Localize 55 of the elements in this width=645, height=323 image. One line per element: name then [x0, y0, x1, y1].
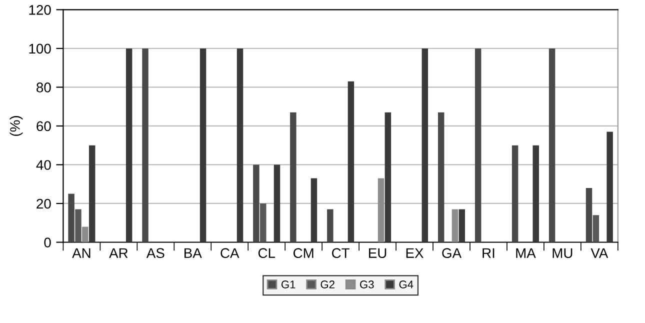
bar: [512, 145, 518, 242]
y-tick-label: 100: [29, 44, 51, 54]
x-tick-label: AS: [146, 248, 164, 258]
y-tick-label: 80: [36, 82, 51, 92]
x-tick-label: MA: [516, 248, 536, 258]
bar: [606, 132, 613, 242]
bar: [474, 48, 482, 242]
bar: [310, 178, 318, 242]
y-tick-label: 20: [36, 198, 51, 209]
x-tick-label: BA: [184, 248, 202, 258]
x-tick-label: CM: [293, 248, 314, 258]
bar: [142, 48, 148, 242]
bar: [260, 203, 266, 242]
legend-label: G1: [281, 280, 296, 288]
bar: [68, 194, 74, 242]
y-tick-label: 120: [29, 5, 51, 15]
x-tick-label: EU: [369, 248, 386, 258]
bar: [548, 48, 556, 242]
x-tick-label: EX: [406, 248, 424, 258]
bar: [458, 209, 466, 242]
bar: [586, 188, 592, 242]
bar: [82, 226, 88, 242]
bar: [274, 164, 280, 242]
x-tick-label: VA: [590, 248, 608, 258]
bar: [290, 112, 296, 242]
bar: [438, 112, 444, 242]
bar: [348, 81, 354, 242]
bar: [200, 48, 206, 242]
bar: [532, 145, 539, 242]
bar: [236, 48, 244, 242]
x-tick-label: AN: [72, 248, 90, 258]
bar: [384, 112, 392, 242]
y-tick-label: 0: [44, 238, 51, 248]
legend-label: G3: [360, 280, 374, 288]
bar: [75, 209, 82, 242]
y-tick-label: 60: [36, 121, 51, 132]
legend-label: G2: [320, 280, 334, 288]
x-tick-label: CA: [220, 248, 240, 258]
bar: [422, 48, 428, 242]
legend-label: G4: [399, 280, 414, 288]
x-tick-label: MU: [552, 248, 572, 258]
bar: [592, 215, 600, 242]
x-tick-label: GA: [442, 248, 462, 258]
x-tick-label: CL: [258, 248, 276, 258]
bar: [378, 178, 384, 242]
bar: [88, 145, 96, 242]
y-tick-label: 40: [36, 160, 51, 170]
y-axis-title: (%): [10, 116, 23, 136]
bar: [126, 48, 132, 242]
x-tick-label: AR: [109, 248, 128, 258]
bar: [327, 209, 334, 242]
bar: [452, 209, 458, 242]
bar: [253, 164, 260, 242]
x-tick-label: RI: [482, 248, 494, 258]
x-tick-label: CT: [332, 248, 350, 258]
